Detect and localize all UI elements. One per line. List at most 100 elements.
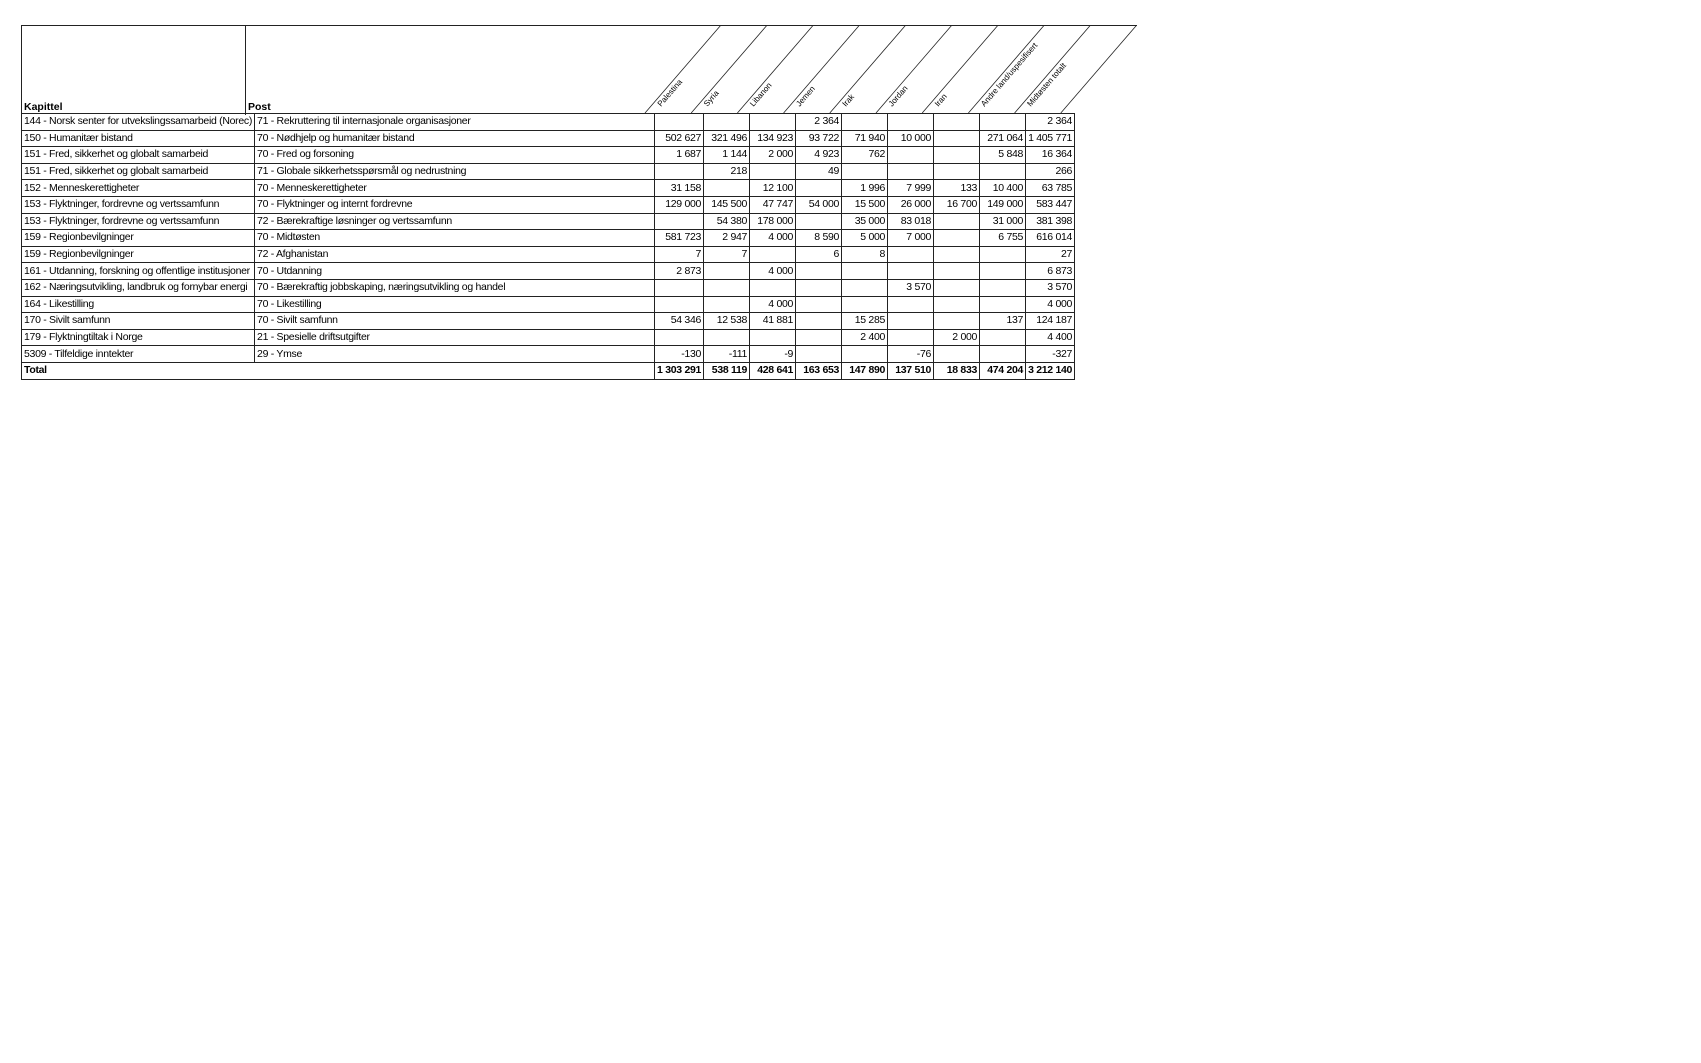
value-cell: 4 923: [795, 146, 843, 164]
kapittel-cell: 179 - Flyktningtiltak i Norge: [20, 328, 256, 347]
value-cell: 26 000: [887, 195, 935, 214]
header-divider: [690, 25, 768, 114]
header-divider: [783, 25, 860, 114]
table-row: 170 - Sivilt samfunn 70 - Sivilt samfunn 5…: [20, 312, 1076, 330]
post-cell: 71 - Globale sikkerhetsspørsmål og nedru…: [254, 162, 656, 181]
value-cell: 6 873: [1025, 262, 1076, 280]
post-cell: 70 - Midtøsten: [254, 229, 656, 247]
value-cell: 321 496: [703, 129, 751, 148]
value-cell: [887, 245, 935, 264]
post-cell: 70 - Likestilling: [254, 295, 656, 314]
table-row: 159 - Regionbevilgninger 70 - Midtøsten 58…: [20, 229, 1076, 247]
header-divider: [875, 25, 953, 114]
post-cell: 70 - Flyktninger og internt fordrevne: [254, 195, 656, 214]
value-cell: 27: [1025, 245, 1076, 264]
value-cell: [795, 295, 843, 314]
post-cell: 70 - Sivilt samfunn: [254, 312, 656, 330]
header-divider: [1060, 25, 1138, 114]
total-row: Total 1 303 291 538 119 428 641 163 653 147 8…: [20, 361, 1076, 380]
value-cell: [979, 345, 1027, 363]
post-cell: 21 - Spesielle driftsutgifter: [254, 328, 656, 347]
kapittel-cell: 152 - Menneskerettigheter: [20, 179, 256, 197]
value-cell: [654, 212, 705, 231]
value-cell: 271 064: [979, 129, 1027, 148]
header-divider: [644, 25, 722, 114]
value-cell: 1 144: [703, 146, 751, 164]
kapittel-cell: 161 - Utdanning, forskning og offentlige…: [20, 262, 256, 280]
value-cell: [749, 328, 797, 347]
value-cell: 54 346: [654, 312, 705, 330]
value-cell: [703, 262, 751, 280]
value-cell: 218: [703, 162, 751, 181]
value-cell: [933, 212, 981, 231]
value-cell: 178 000: [749, 212, 797, 231]
value-cell: [749, 278, 797, 297]
value-cell: [887, 162, 935, 181]
value-cell: 137: [979, 312, 1027, 330]
value-cell: 2 000: [749, 146, 797, 164]
value-cell: 3 570: [1025, 278, 1076, 297]
value-cell: 2 947: [703, 229, 751, 247]
value-cell: 4 000: [749, 295, 797, 314]
header-column: Irak: [841, 92, 857, 109]
value-cell: 7 000: [887, 229, 935, 247]
header-divider: [737, 25, 814, 114]
value-cell: 133: [933, 179, 981, 197]
value-cell: [841, 278, 889, 297]
value-cell: -76: [887, 345, 935, 363]
value-cell: [703, 278, 751, 297]
value-cell: [933, 245, 981, 264]
value-cell: 4 000: [1025, 295, 1076, 314]
value-cell: [795, 312, 843, 330]
kapittel-cell: 153 - Flyktninger, fordrevne og vertssam…: [20, 195, 256, 214]
kapittel-cell: 153 - Flyktninger, fordrevne og vertssam…: [20, 213, 256, 231]
value-cell: [979, 162, 1027, 181]
post-cell: 29 - Ymse: [254, 345, 656, 363]
value-cell: [887, 328, 935, 347]
table-row: 162 - Næringsutvikling, landbruk og forn…: [20, 278, 1076, 297]
post-cell: 70 - Utdanning: [254, 262, 656, 280]
value-cell: -111: [703, 345, 751, 363]
value-cell: 31 158: [654, 179, 705, 197]
value-cell: [654, 162, 705, 181]
value-cell: 49: [795, 162, 843, 181]
value-cell: [841, 113, 889, 131]
value-cell: [749, 245, 797, 264]
table-row: 5309 - Tilfeldige inntekter 29 - Ymse -130…: [20, 345, 1076, 363]
value-cell: 16 364: [1025, 146, 1076, 164]
value-cell: 762: [841, 146, 889, 164]
value-cell: [933, 229, 981, 247]
table-row: 151 - Fred, sikkerhet og globalt samarbe…: [20, 162, 1076, 181]
value-cell: 616 014: [1025, 229, 1076, 247]
value-cell: [749, 113, 797, 131]
value-cell: 15 285: [841, 312, 889, 330]
header-column: Palestina: [656, 77, 685, 108]
value-cell: [654, 278, 705, 297]
kapittel-cell: 151 - Fred, sikkerhet og globalt samarbe…: [20, 146, 256, 164]
value-cell: 7: [654, 245, 705, 264]
value-cell: [933, 262, 981, 280]
kapittel-cell: 150 - Humanitær bistand: [20, 129, 256, 148]
value-cell: [887, 146, 935, 164]
kapittel-cell: 162 - Næringsutvikling, landbruk og forn…: [20, 278, 256, 297]
value-cell: [887, 295, 935, 314]
value-cell: 266: [1025, 162, 1076, 181]
value-cell: 4 400: [1025, 328, 1076, 347]
table-row: 164 - Likestilling 70 - Likestilling 4 000…: [20, 295, 1076, 314]
total-value-cell: 18 833: [933, 361, 981, 380]
value-cell: [887, 312, 935, 330]
value-cell: [979, 328, 1027, 347]
post-cell: 70 - Fred og forsoning: [254, 146, 656, 164]
table-row: 159 - Regionbevilgninger 72 - Afghanistan…: [20, 245, 1076, 264]
value-cell: 1 405 771: [1025, 129, 1076, 148]
value-cell: [841, 295, 889, 314]
value-cell: [654, 113, 705, 131]
value-cell: [703, 295, 751, 314]
value-cell: 2 364: [795, 113, 843, 131]
value-cell: 93 722: [795, 129, 843, 148]
value-cell: 5 000: [841, 229, 889, 247]
total-value-cell: 3 212 140: [1025, 361, 1076, 380]
kapittel-cell: 144 - Norsk senter for utvekslingssamarb…: [20, 113, 256, 131]
value-cell: [795, 212, 843, 231]
kapittel-cell: 151 - Fred, sikkerhet og globalt samarbe…: [20, 163, 256, 181]
